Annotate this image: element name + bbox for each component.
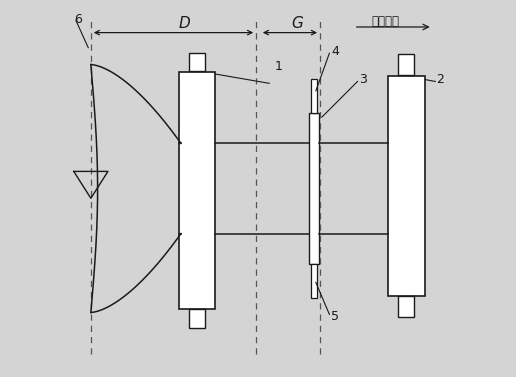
Text: 2: 2 (437, 73, 444, 86)
Text: G: G (292, 16, 303, 31)
Bar (188, 52, 205, 71)
Text: 3: 3 (360, 73, 367, 86)
Bar (188, 310, 205, 328)
Text: 1: 1 (275, 60, 283, 73)
Bar (398, 296, 414, 317)
Bar (179, 72, 215, 309)
Bar (398, 54, 414, 75)
Text: 6: 6 (74, 13, 82, 26)
Text: 轧制方向: 轧制方向 (372, 15, 400, 28)
Text: 4: 4 (331, 45, 339, 58)
Bar (309, 113, 319, 264)
Bar (311, 79, 317, 113)
Text: 5: 5 (331, 310, 339, 323)
Bar (388, 76, 425, 296)
Text: D: D (179, 16, 190, 31)
Bar (311, 264, 317, 298)
